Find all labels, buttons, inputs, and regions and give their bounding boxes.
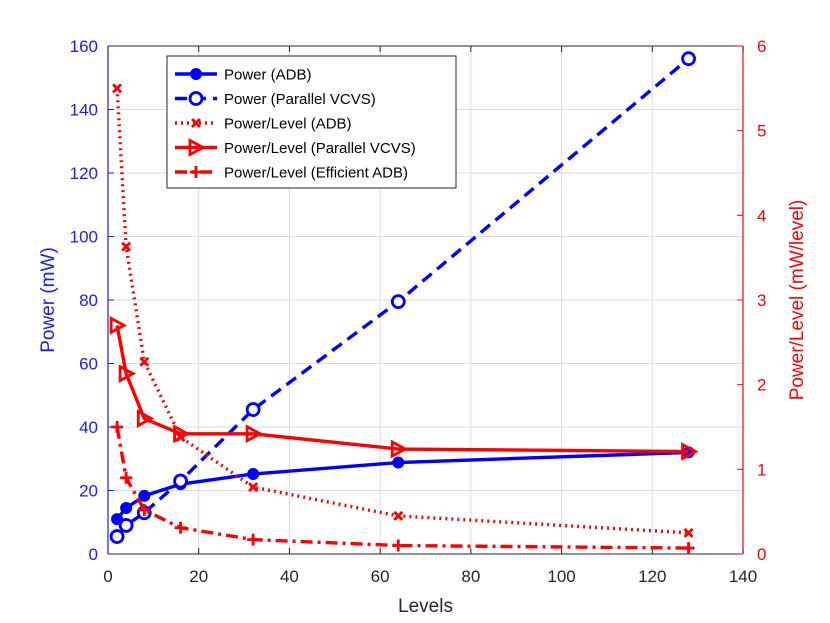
series-3 <box>109 316 699 461</box>
data-point <box>247 533 260 546</box>
left-y-tick-label: 140 <box>70 101 98 120</box>
left-y-tick-label: 40 <box>79 418 98 437</box>
x-axis-label: Levels <box>398 596 453 617</box>
left-y-tick-label: 0 <box>89 545 98 564</box>
data-point <box>392 456 405 469</box>
x-tick-label: 80 <box>461 567 480 586</box>
legend-entry: Power/Level (Parallel VCVS) <box>175 138 416 157</box>
legend-marker <box>188 138 206 157</box>
legend-label: Power (Parallel VCVS) <box>224 91 376 108</box>
data-point <box>390 294 406 309</box>
data-point <box>118 518 134 533</box>
data-point <box>138 503 151 516</box>
data-point <box>120 471 133 484</box>
data-point <box>245 402 261 417</box>
left-y-tick-label: 100 <box>70 228 98 247</box>
data-point <box>173 473 188 489</box>
right-y-tick-label: 5 <box>757 122 766 141</box>
legend-marker <box>190 166 202 178</box>
series-line <box>115 426 689 550</box>
x-tick-label: 120 <box>638 567 666 586</box>
legend-label: Power/Level (ADB) <box>224 116 352 133</box>
data-point <box>393 510 404 521</box>
legend-box <box>166 55 457 189</box>
data-point <box>681 442 699 461</box>
x-tick-label: 20 <box>189 567 208 586</box>
x-tick-label: 60 <box>371 567 390 586</box>
left-y-tick-label: 80 <box>79 291 98 310</box>
legend-label: Power (ADB) <box>224 67 312 84</box>
right-y-tick-label: 1 <box>757 460 766 479</box>
right-y-tick-label: 4 <box>757 206 766 225</box>
data-point <box>136 409 155 428</box>
series-4 <box>111 421 695 555</box>
data-point <box>120 501 133 514</box>
data-point <box>247 467 260 480</box>
left-y-axis-label: Power (mW) <box>38 247 59 353</box>
data-point <box>109 529 125 544</box>
right-y-axis-label: Power/Level (mW/level) <box>787 200 808 401</box>
data-point <box>248 482 259 493</box>
legend-marker <box>190 68 202 80</box>
data-point <box>138 489 151 502</box>
data-point <box>118 364 137 384</box>
right-y-tick-label: 2 <box>757 376 766 395</box>
data-point <box>682 542 695 555</box>
series-line <box>115 325 689 454</box>
right-y-tick-label: 3 <box>757 291 766 310</box>
legend-entry: Power/Level (Efficient ADB) <box>175 165 408 182</box>
data-point <box>681 51 696 67</box>
x-tick-label: 100 <box>547 567 575 586</box>
legend-entry: Power (ADB) <box>175 67 312 84</box>
series-1 <box>109 51 696 544</box>
data-point <box>683 527 694 538</box>
data-point <box>112 83 123 94</box>
legend-marker <box>188 91 204 106</box>
data-point <box>111 421 124 433</box>
data-point <box>139 356 150 367</box>
x-tick-label: 0 <box>103 567 112 586</box>
left-y-tick-label: 120 <box>70 164 98 183</box>
data-point <box>173 424 191 444</box>
right-y-tick-label: 0 <box>757 545 766 564</box>
x-tick-label: 40 <box>280 567 299 586</box>
data-point <box>392 539 405 552</box>
legend-label: Power/Level (Parallel VCVS) <box>224 140 416 157</box>
legend-label: Power/Level (Efficient ADB) <box>224 165 408 182</box>
legend-marker <box>191 118 201 128</box>
data-point <box>174 521 187 534</box>
legend: Power (ADB) Power (Parallel VCVS) Power/Le… <box>166 55 457 189</box>
series-layer <box>109 51 699 555</box>
right-y-tick-label: 6 <box>757 37 766 56</box>
data-point <box>109 316 128 335</box>
data-point <box>121 241 132 252</box>
axes: 0 20 40 60 80 100 120 1400204060801001201401600… <box>38 37 808 617</box>
legend-entry: Power (Parallel VCVS) <box>175 91 376 108</box>
legend-entry: Power/Level (ADB) <box>175 116 352 133</box>
x-tick-label: 140 <box>729 567 757 586</box>
data-point <box>390 439 409 459</box>
data-point <box>245 424 264 444</box>
left-y-tick-label: 20 <box>79 482 98 501</box>
left-y-tick-label: 60 <box>79 355 98 374</box>
left-y-tick-label: 160 <box>70 37 98 56</box>
